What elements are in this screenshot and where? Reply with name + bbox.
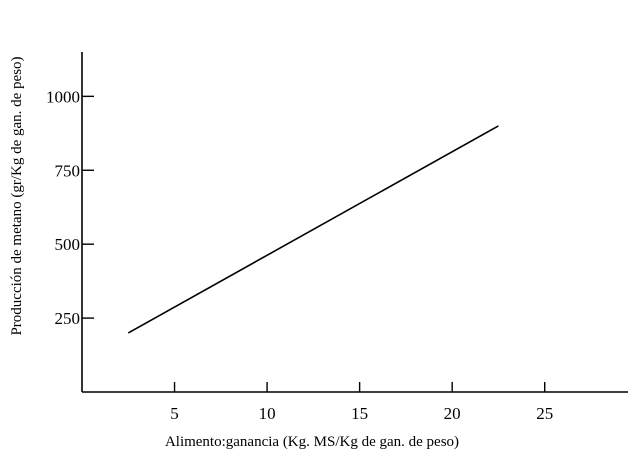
x-ticks: 5 10 15 20 25 [170, 382, 553, 423]
y-tick-label: 1000 [46, 87, 80, 106]
y-tick-label: 250 [55, 309, 81, 328]
y-tick-label: 750 [55, 161, 81, 180]
x-tick-label: 10 [259, 404, 276, 423]
x-axis-title: Alimento:ganancia (Kg. MS/Kg de gan. de … [165, 434, 459, 450]
y-tick-label: 500 [55, 235, 81, 254]
x-tick-label: 5 [170, 404, 179, 423]
axes [81, 52, 628, 393]
series-line [127, 125, 499, 334]
x-tick-label: 25 [536, 404, 553, 423]
y-axis-title: Producción de metano (gr/Kg de gan. de p… [9, 56, 25, 335]
x-tick-label: 20 [444, 404, 461, 423]
x-tick-label: 15 [351, 404, 368, 423]
series-group [127, 125, 499, 334]
y-ticks: 250 500 750 1000 [46, 87, 94, 328]
